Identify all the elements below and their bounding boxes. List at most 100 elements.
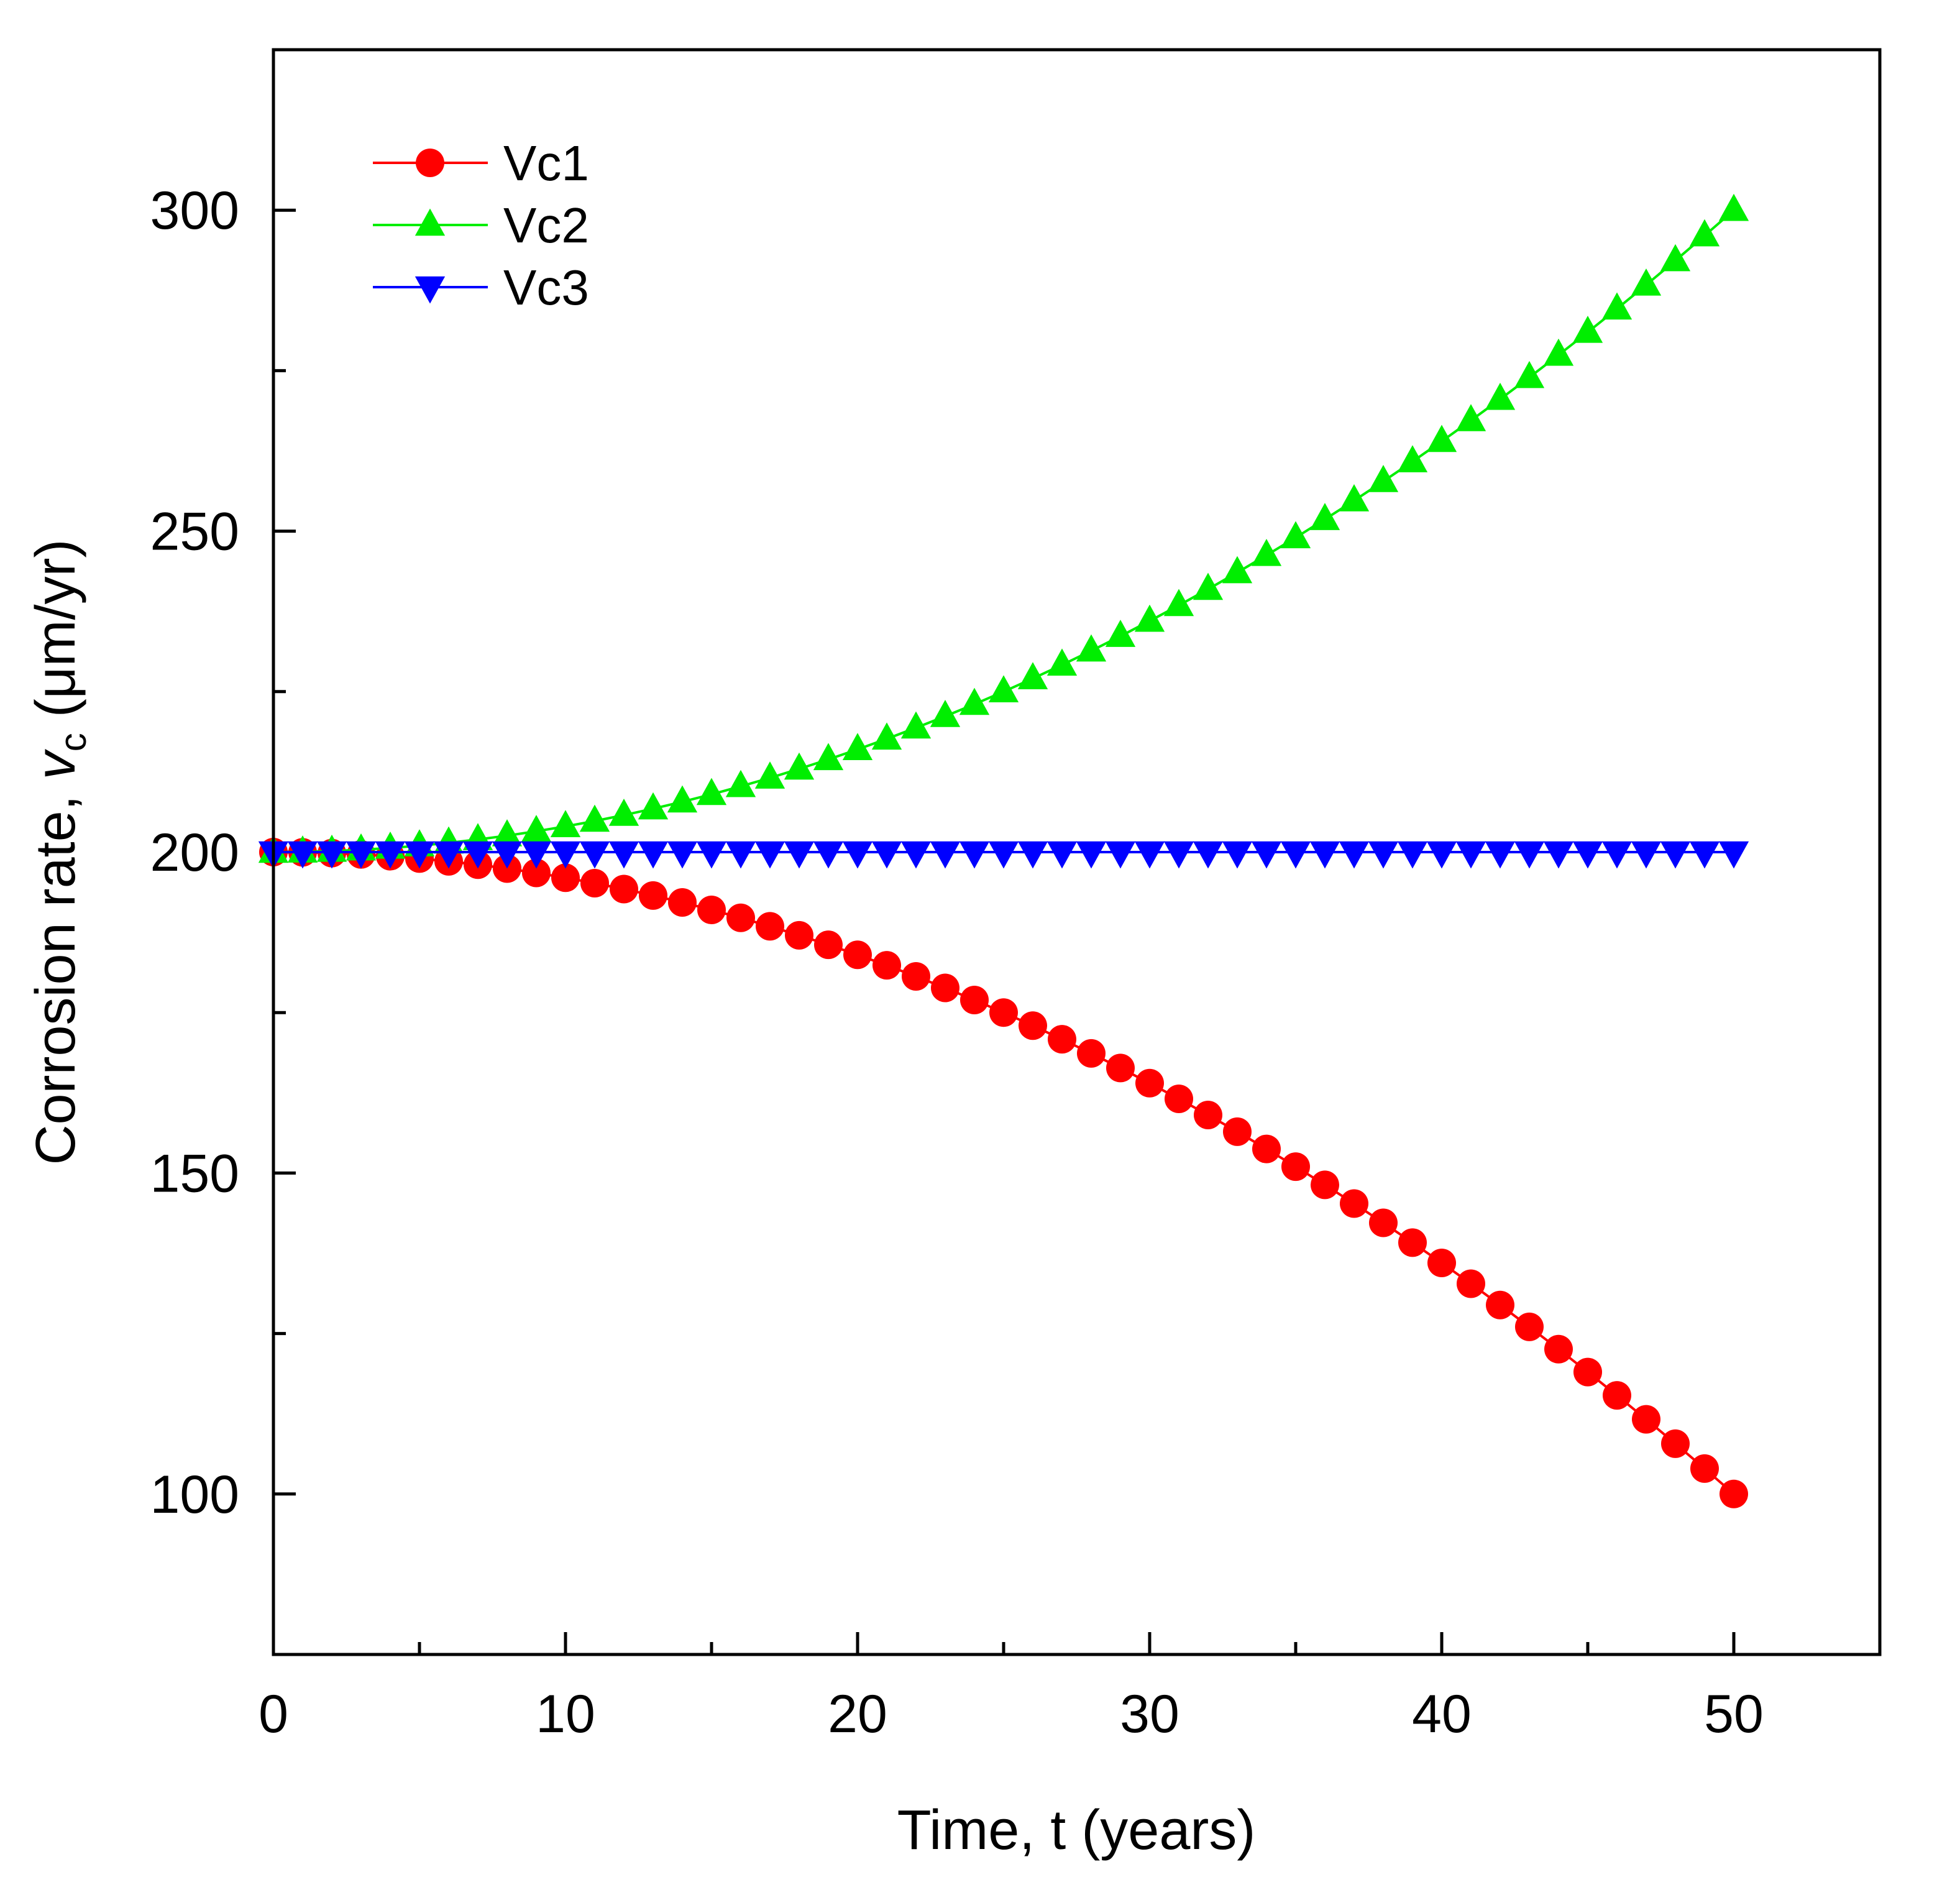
data-point-vc1 [1369,1208,1398,1237]
series-vc2 [258,193,1749,863]
legend-label-vc1: Vc1 [503,135,589,191]
data-point-vc3 [1601,841,1633,869]
data-point-vc3 [550,841,581,869]
data-point-vc1 [931,973,959,1003]
data-point-vc1 [1515,1312,1544,1341]
data-point-vc2 [1455,404,1486,431]
data-point-vc3 [725,841,756,869]
y-axis-title-var: v [25,748,87,779]
data-point-vc1 [1457,1269,1485,1298]
data-point-vc2 [813,743,844,771]
x-axis-title: Time, t (years) [897,1799,1256,1861]
data-point-vc3 [1572,841,1603,869]
x-tick-label: 50 [1704,1684,1764,1744]
data-point-vc3 [316,841,347,869]
legend-marker-vc1 [416,149,444,177]
data-point-vc2 [1222,556,1253,584]
data-point-vc2 [725,769,756,797]
data-point-vc3 [1193,841,1224,869]
y-axis-title: Corrosion rate, vc (μm/yr) [25,539,94,1165]
data-point-vc2 [1105,620,1136,647]
data-point-vc2 [1718,193,1749,221]
data-point-vc2 [638,792,669,820]
series-vc3 [258,841,1749,869]
data-point-vc2 [988,675,1019,703]
data-point-vc3 [813,841,844,869]
data-point-vc3 [1105,841,1136,869]
data-point-vc3 [638,841,669,869]
legend-item-vc1: Vc1 [373,135,589,191]
legend-marker-vc2 [414,208,446,236]
legend-label-vc2: Vc2 [503,198,589,253]
data-point-vc1 [1048,1025,1076,1054]
data-point-vc2 [1689,219,1720,247]
data-point-vc2 [696,778,727,805]
data-point-vc1 [610,874,638,904]
data-point-vc2 [1601,292,1633,320]
data-point-vc3 [871,841,902,869]
data-point-vc3 [784,841,815,869]
legend-item-vc3: Vc3 [373,260,589,315]
data-point-vc1 [1077,1039,1106,1068]
data-point-vc3 [1339,841,1370,869]
data-point-vc1 [1252,1134,1281,1163]
data-point-vc1 [551,863,580,892]
data-series [258,193,1749,1508]
data-point-vc2 [1572,315,1603,343]
data-point-vc3 [1251,841,1282,869]
data-point-vc3 [1163,841,1194,869]
data-point-vc2 [579,804,610,832]
data-point-vc1 [1019,1011,1047,1040]
data-point-vc3 [1134,841,1165,869]
data-point-vc3 [608,841,639,869]
data-point-vc2 [784,752,815,780]
data-point-vc1 [1603,1381,1631,1410]
data-point-vc3 [1543,841,1574,869]
data-point-vc3 [1368,841,1399,869]
data-point-vc1 [668,888,697,917]
data-point-vc3 [959,841,990,869]
data-point-vc3 [1397,841,1428,869]
data-point-vc3 [375,841,406,869]
data-point-vc2 [1280,521,1311,549]
data-point-vc1 [522,858,551,888]
data-point-vc3 [287,841,318,869]
plot-frame [272,48,1882,1656]
data-point-vc1 [1573,1357,1602,1387]
x-tick-label: 10 [536,1684,595,1744]
data-point-vc2 [1251,538,1282,566]
data-point-vc1 [1311,1170,1339,1200]
data-point-vc3 [667,841,698,869]
y-tick-label: 150 [150,1144,240,1203]
y-axis-title-suffix: (μm/yr) [25,539,87,733]
data-point-vc2 [959,687,990,715]
data-point-vc3 [1455,841,1486,869]
data-point-vc2 [930,700,961,727]
data-point-vc1 [872,951,901,980]
data-point-vc3 [754,841,785,869]
data-point-vc1 [639,881,667,910]
y-tick-label: 250 [150,502,240,562]
data-point-vc2 [1046,648,1078,676]
data-point-vc2 [1368,465,1399,492]
data-point-vc3 [1426,841,1457,869]
y-tick-label: 200 [150,823,240,883]
data-point-vc2 [1134,604,1165,632]
y-axis-title-sub: c [52,733,94,751]
data-point-vc2 [1397,445,1428,472]
legend-item-vc2: Vc2 [373,198,589,253]
data-point-vc1 [989,998,1018,1027]
data-point-vc2 [1631,268,1662,296]
data-point-vc3 [521,841,552,869]
data-point-vc3 [1280,841,1311,869]
data-point-vc1 [1398,1228,1427,1257]
data-point-vc3 [1309,841,1340,869]
data-point-vc3 [1485,841,1516,869]
legend-label-vc3: Vc3 [503,260,589,315]
data-point-vc2 [754,761,785,789]
data-point-vc1 [1194,1101,1222,1130]
data-point-vc1 [1340,1189,1368,1218]
data-point-vc1 [726,903,755,932]
data-point-vc2 [1485,382,1516,410]
